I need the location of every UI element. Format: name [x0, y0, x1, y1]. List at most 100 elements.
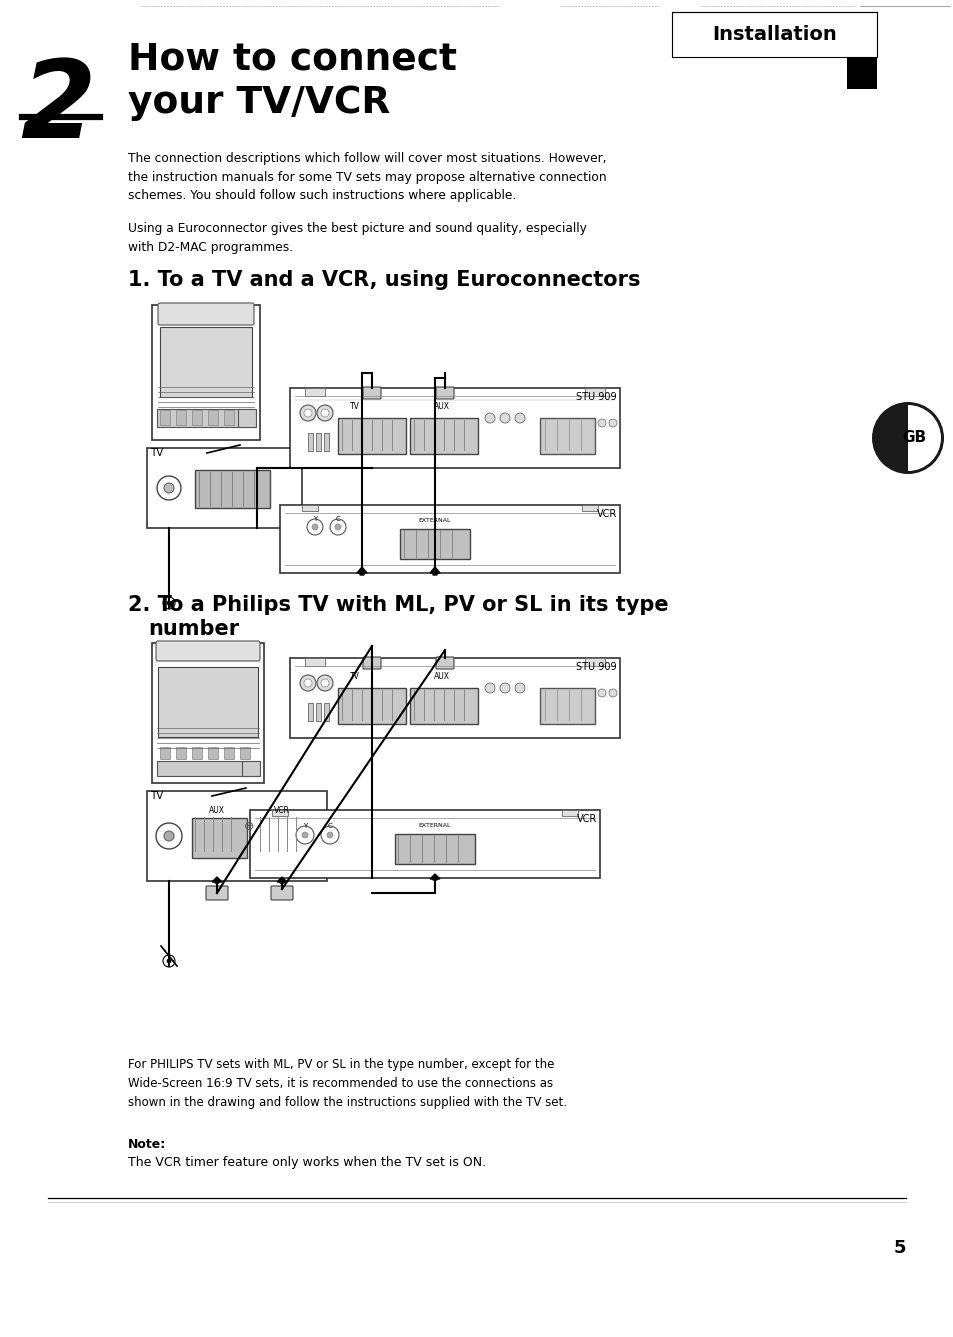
Bar	[581, 505, 598, 511]
Bar	[290, 388, 619, 468]
Text: EXTERNAL: EXTERNAL	[418, 517, 451, 523]
Text: AUX: AUX	[434, 402, 450, 410]
Bar	[242, 761, 260, 775]
Bar	[152, 643, 264, 783]
Text: 2: 2	[20, 55, 95, 160]
Bar	[208, 747, 218, 759]
Text: How to connect: How to connect	[128, 41, 456, 78]
Circle shape	[598, 689, 605, 697]
Bar	[410, 689, 477, 725]
Bar	[280, 505, 619, 574]
Circle shape	[515, 413, 524, 422]
Bar	[539, 418, 595, 455]
Bar	[324, 433, 329, 451]
Text: 2. To a Philips TV with ML, PV or SL in its type: 2. To a Philips TV with ML, PV or SL in …	[128, 595, 668, 615]
Circle shape	[157, 476, 181, 500]
Bar	[158, 667, 257, 737]
Text: TV: TV	[150, 448, 163, 459]
FancyBboxPatch shape	[152, 305, 260, 440]
Text: STU 909: STU 909	[576, 662, 617, 673]
Bar	[208, 410, 218, 425]
Circle shape	[335, 524, 340, 529]
Bar	[224, 410, 233, 425]
Circle shape	[295, 826, 314, 844]
Circle shape	[320, 409, 329, 417]
Bar	[337, 689, 406, 725]
Text: The VCR timer feature only works when the TV set is ON.: The VCR timer feature only works when th…	[128, 1157, 486, 1169]
Circle shape	[515, 683, 524, 693]
Circle shape	[299, 675, 315, 691]
Bar	[160, 410, 170, 425]
Bar	[175, 747, 186, 759]
Bar	[846, 57, 876, 90]
Bar	[290, 658, 619, 738]
Bar	[157, 761, 258, 775]
Bar	[175, 410, 186, 425]
Circle shape	[304, 679, 312, 687]
Text: Using a Euroconnector gives the best picture and sound quality, especially
with : Using a Euroconnector gives the best pic…	[128, 222, 586, 254]
Bar	[337, 418, 406, 455]
Bar	[584, 388, 604, 396]
Bar	[324, 703, 329, 721]
Text: C: C	[335, 516, 340, 521]
Bar	[272, 810, 288, 816]
Text: Note:: Note:	[128, 1138, 166, 1151]
Text: The connection descriptions which follow will cover most situations. However,
th: The connection descriptions which follow…	[128, 152, 606, 202]
Bar	[194, 471, 270, 508]
Bar	[315, 433, 320, 451]
Bar	[240, 410, 250, 425]
Circle shape	[608, 418, 617, 427]
Text: VCR: VCR	[274, 806, 290, 816]
Circle shape	[484, 413, 495, 422]
FancyBboxPatch shape	[363, 386, 380, 398]
Bar	[224, 747, 233, 759]
Text: ⊕: ⊕	[244, 820, 254, 833]
Bar	[539, 689, 595, 725]
FancyBboxPatch shape	[436, 656, 454, 668]
Text: C: C	[327, 824, 332, 829]
Bar	[160, 747, 170, 759]
FancyBboxPatch shape	[436, 386, 454, 398]
Circle shape	[307, 519, 323, 535]
FancyArrow shape	[430, 567, 439, 575]
Text: your TV/VCR: your TV/VCR	[128, 86, 390, 122]
Circle shape	[316, 405, 333, 421]
Text: GB: GB	[901, 431, 925, 445]
Circle shape	[499, 413, 510, 422]
FancyBboxPatch shape	[156, 640, 260, 660]
Bar	[395, 834, 475, 864]
Bar	[157, 409, 254, 427]
Bar	[160, 328, 252, 397]
Circle shape	[164, 483, 173, 493]
FancyArrow shape	[276, 877, 287, 882]
Text: EXTERNAL: EXTERNAL	[418, 824, 451, 828]
Circle shape	[167, 959, 171, 963]
Circle shape	[320, 826, 338, 844]
Text: Y: Y	[302, 824, 307, 829]
Bar	[399, 529, 470, 559]
Circle shape	[320, 679, 329, 687]
Bar	[308, 703, 313, 721]
Circle shape	[608, 689, 617, 697]
Circle shape	[327, 832, 333, 838]
Bar	[147, 792, 327, 881]
Bar	[671, 12, 876, 57]
Circle shape	[330, 519, 346, 535]
Bar	[584, 658, 604, 666]
Bar	[315, 703, 320, 721]
Circle shape	[164, 832, 173, 841]
Text: 1. To a TV and a VCR, using Euroconnectors: 1. To a TV and a VCR, using Euroconnecto…	[128, 270, 639, 290]
Text: VCR: VCR	[597, 509, 617, 519]
Text: AUX: AUX	[209, 806, 225, 816]
Text: 5: 5	[893, 1239, 905, 1257]
FancyBboxPatch shape	[271, 886, 293, 900]
Circle shape	[484, 683, 495, 693]
Bar	[305, 658, 325, 666]
FancyArrow shape	[430, 874, 439, 880]
Bar	[237, 409, 255, 427]
Circle shape	[163, 955, 174, 967]
Text: VCR: VCR	[577, 814, 597, 824]
Text: TV: TV	[350, 402, 359, 410]
Bar	[302, 505, 317, 511]
FancyBboxPatch shape	[158, 303, 253, 325]
